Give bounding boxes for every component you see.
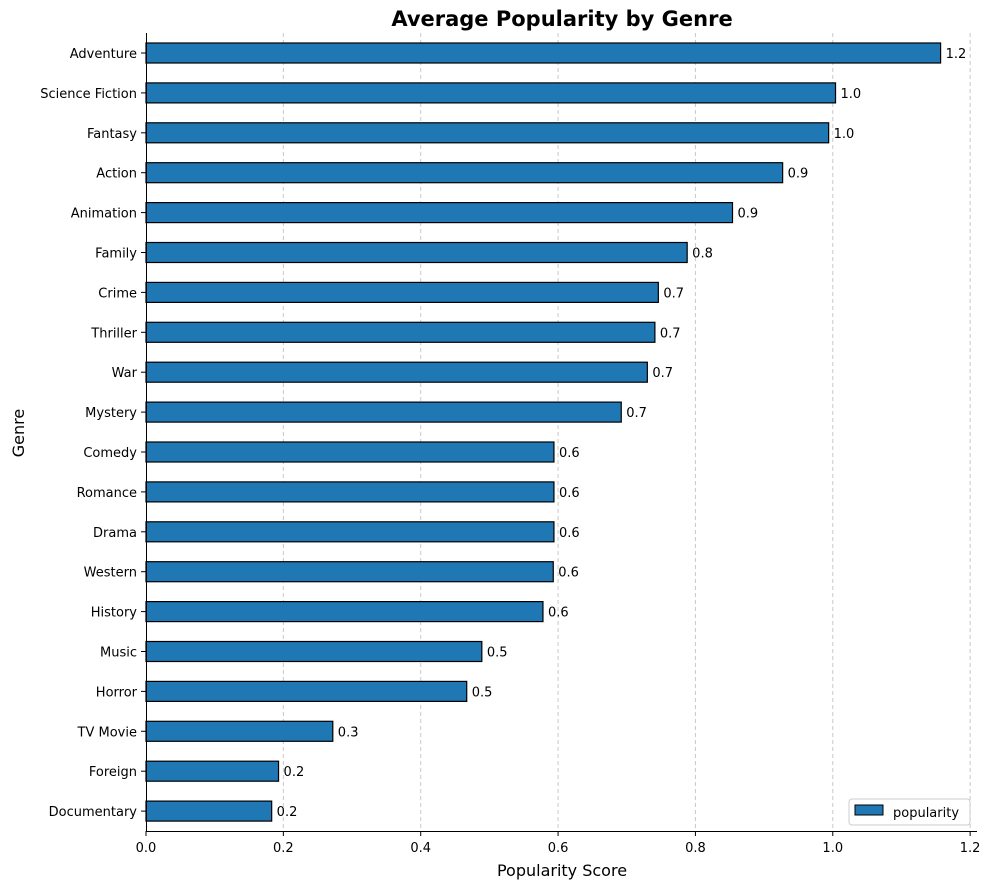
y-tick-label: Science Fiction bbox=[40, 87, 137, 102]
y-tick-label: Documentary bbox=[49, 805, 138, 820]
gridlines bbox=[282, 33, 971, 831]
legend-label: popularity bbox=[893, 806, 959, 821]
bar bbox=[145, 521, 555, 543]
bar-value-label: 0.2 bbox=[277, 805, 298, 820]
x-tick-label: 1.0 bbox=[822, 841, 843, 856]
y-tick-label: Romance bbox=[77, 486, 137, 501]
bar-value-label: 0.3 bbox=[338, 725, 359, 740]
x-axis-label: Popularity Score bbox=[497, 861, 627, 880]
x-tick-label: 0.2 bbox=[273, 841, 294, 856]
y-tick-label: Thriller bbox=[90, 326, 137, 341]
bar bbox=[145, 321, 656, 343]
legend-swatch bbox=[854, 804, 884, 816]
bar bbox=[145, 361, 648, 383]
bar bbox=[145, 561, 554, 583]
x-tick-label: 0.0 bbox=[136, 841, 157, 856]
y-tick-label: Horror bbox=[96, 685, 138, 700]
bar bbox=[145, 481, 555, 503]
bar-value-label: 0.2 bbox=[284, 765, 305, 780]
y-tick-label: Action bbox=[96, 167, 137, 182]
bar-value-label: 0.9 bbox=[738, 207, 759, 222]
bar bbox=[145, 401, 622, 423]
bar-value-label: 0.5 bbox=[472, 685, 493, 700]
bar bbox=[145, 42, 942, 64]
x-tick-label: 1.2 bbox=[960, 841, 981, 856]
bar-value-label: 0.7 bbox=[626, 406, 647, 421]
chart-title: Average Popularity by Genre bbox=[391, 7, 732, 31]
y-tick-label: Comedy bbox=[83, 446, 137, 461]
legend: popularity bbox=[848, 798, 971, 826]
y-tick-label: Adventure bbox=[70, 47, 137, 62]
y-tick-label: History bbox=[91, 606, 138, 621]
bar-value-label: 0.7 bbox=[652, 366, 673, 381]
y-tick-label: Western bbox=[84, 566, 137, 581]
bar-value-label: 0.8 bbox=[692, 247, 713, 262]
bar-value-label: 0.6 bbox=[558, 566, 579, 581]
bar-value-label: 0.6 bbox=[559, 446, 580, 461]
bar bbox=[145, 800, 273, 822]
data-labels: 1.2 1.0 1.0 0.9 0.9 0.8 0.7 0.7 0.7 0.7 0.6 0.6 0.6 0… bbox=[277, 47, 967, 820]
bar-value-label: 1.0 bbox=[841, 87, 862, 102]
bar-value-label: 0.7 bbox=[663, 286, 684, 301]
bar bbox=[145, 281, 659, 303]
y-tick-label: TV Movie bbox=[77, 725, 137, 740]
y-tick-label: Foreign bbox=[89, 765, 137, 780]
bar-value-label: 0.6 bbox=[559, 486, 580, 501]
bar bbox=[145, 82, 837, 104]
x-tick-labels: 0.0 0.2 0.4 0.6 0.8 1.0 1.2 bbox=[136, 831, 981, 856]
bar bbox=[145, 202, 734, 224]
bar-value-label: 0.9 bbox=[788, 167, 809, 182]
bars bbox=[145, 42, 942, 822]
bar bbox=[145, 680, 468, 703]
bar bbox=[145, 241, 688, 264]
y-tick-label: War bbox=[112, 366, 138, 381]
bar-value-label: 0.5 bbox=[487, 646, 508, 661]
bar-value-label: 1.0 bbox=[834, 127, 855, 142]
y-tick-label: Animation bbox=[71, 207, 137, 222]
y-tick-label: Fantasy bbox=[87, 127, 137, 142]
x-tick-label: 0.4 bbox=[410, 841, 431, 856]
bar-value-label: 0.6 bbox=[559, 526, 580, 541]
y-tick-labels: Adventure Science Fiction Fantasy Action Ani… bbox=[40, 47, 146, 820]
bar bbox=[145, 760, 280, 782]
bar-value-label: 1.2 bbox=[946, 47, 967, 62]
y-tick-label: Mystery bbox=[85, 406, 137, 421]
bar-value-label: 0.7 bbox=[660, 326, 681, 341]
bar bbox=[145, 720, 334, 742]
bar bbox=[145, 441, 555, 463]
x-tick-label: 0.8 bbox=[685, 841, 706, 856]
y-axis-label: Genre bbox=[9, 409, 28, 457]
y-tick-label: Music bbox=[100, 646, 137, 661]
bar bbox=[145, 640, 483, 663]
y-tick-label: Drama bbox=[93, 526, 137, 541]
bar bbox=[145, 162, 784, 184]
y-tick-label: Crime bbox=[98, 286, 137, 301]
y-tick-label: Family bbox=[95, 247, 137, 262]
bar bbox=[145, 122, 830, 144]
x-tick-label: 0.6 bbox=[548, 841, 569, 856]
bar-value-label: 0.6 bbox=[548, 606, 569, 621]
bar bbox=[145, 600, 544, 623]
